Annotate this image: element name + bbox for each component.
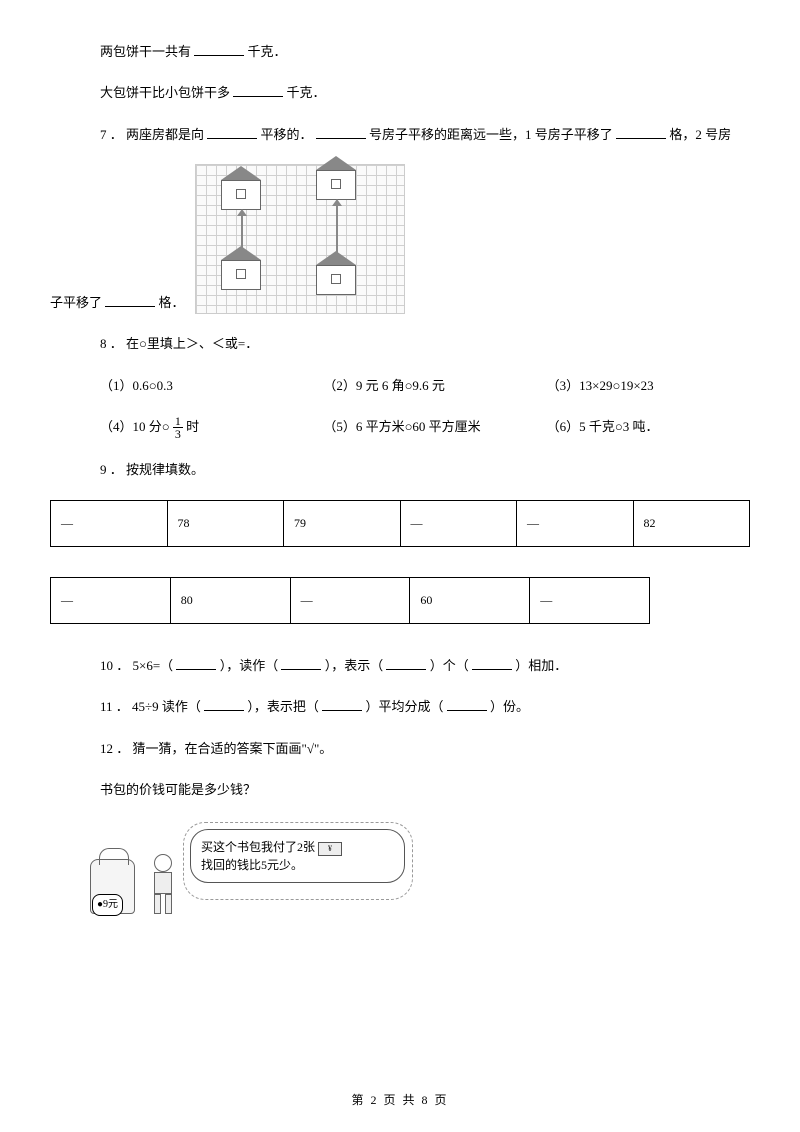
house-2-bottom xyxy=(316,265,356,305)
text: 格． xyxy=(159,295,185,310)
q12-num: 12 ． xyxy=(100,741,129,756)
blank[interactable] xyxy=(447,697,487,711)
blank[interactable] xyxy=(616,125,666,139)
text: ）份。 xyxy=(490,699,529,714)
q8-title: 8 ． 在○里填上＞、＜或=． xyxy=(50,332,750,355)
blank[interactable] xyxy=(207,125,257,139)
cell[interactable]: — xyxy=(530,577,650,623)
q11: 11 ． 45÷9 读作（ ），表示把（ ）平均分成（ ）份。 xyxy=(50,695,750,718)
cell[interactable]: — xyxy=(51,500,168,546)
page-footer: 第 2 页 共 8 页 xyxy=(0,1090,800,1112)
q10: 10 ． 5×6=（ ），读作（ ），表示（ ）个（ ）相加． xyxy=(50,654,750,677)
blank[interactable] xyxy=(204,697,244,711)
q10-num: 10 ． xyxy=(100,658,129,673)
text: 千克． xyxy=(287,85,326,100)
cell: 80 xyxy=(170,577,290,623)
q11-num: 11 ． xyxy=(100,699,129,714)
cell[interactable]: — xyxy=(290,577,410,623)
text: 两包饼干一共有 xyxy=(100,44,191,59)
q12-sub: 书包的价钱可能是多少钱？ xyxy=(50,778,750,801)
boy-icon xyxy=(148,854,178,914)
q8-num: 8 ． xyxy=(100,336,123,351)
blank[interactable] xyxy=(472,656,512,670)
cell[interactable]: — xyxy=(51,577,171,623)
text: 时 xyxy=(186,419,199,434)
q9-table2: — 80 — 60 — xyxy=(50,577,650,624)
text: 格，2 号房 xyxy=(669,127,731,142)
q9-table1: — 78 79 — — 82 xyxy=(50,500,750,547)
bubble-line2: 找回的钱比5元少。 xyxy=(201,858,303,872)
q7-row2: 子平移了 格． xyxy=(50,164,750,314)
house-1-bottom xyxy=(221,260,261,300)
text: 千克． xyxy=(248,44,287,59)
q12-figure: ●9元 买这个书包我付了2张 ¥ 找回的钱比5元少。 xyxy=(90,819,420,914)
fraction-icon: 1 3 xyxy=(173,415,183,440)
text: 两座房都是向 xyxy=(126,127,204,142)
blank[interactable] xyxy=(105,293,155,307)
text: ）平均分成（ xyxy=(365,699,443,714)
q8-4: （4）10 分○ 1 3 时 xyxy=(100,415,303,441)
arrow-up-icon xyxy=(241,215,243,255)
text: 5×6=（ xyxy=(133,658,174,673)
text: 45÷9 读作（ xyxy=(132,699,201,714)
blank[interactable] xyxy=(316,125,366,139)
arrow-up-icon xyxy=(336,205,338,260)
q8-3: （3）13×29○19×23 xyxy=(547,374,750,397)
text: （4）10 分○ xyxy=(100,419,170,434)
q8-6: （6）5 千克○3 吨． xyxy=(547,415,750,441)
text: ）个（ xyxy=(430,658,469,673)
text: 大包饼干比小包饼干多 xyxy=(100,85,230,100)
text: ）相加． xyxy=(515,658,567,673)
q9-title: 9 ． 按规律填数。 xyxy=(50,458,750,481)
blank[interactable] xyxy=(194,42,244,56)
text: 在○里填上＞、＜或=． xyxy=(126,336,258,351)
blank[interactable] xyxy=(233,83,283,97)
text: ），表示（ xyxy=(325,658,384,673)
speech-bubble: 买这个书包我付了2张 ¥ 找回的钱比5元少。 xyxy=(190,829,405,883)
q8-row1: （1）0.6○0.3 （2）9 元 6 角○9.6 元 （3）13×29○19×… xyxy=(50,374,750,397)
text: ），读作（ xyxy=(220,658,279,673)
text: 子平移了 xyxy=(50,295,102,310)
q8-2: （2）9 元 6 角○9.6 元 xyxy=(323,374,526,397)
text: 号房子平移的距离远一些，1 号房子平移了 xyxy=(369,127,613,142)
blank[interactable] xyxy=(386,656,426,670)
banknote-icon: ¥ xyxy=(318,842,342,856)
cell: 82 xyxy=(633,500,750,546)
q7-line1: 7 ． 两座房都是向 平移的． 号房子平移的距离远一些，1 号房子平移了 格，2… xyxy=(50,123,750,146)
blank[interactable] xyxy=(281,656,321,670)
text: ），表示把（ xyxy=(247,699,319,714)
blank[interactable] xyxy=(176,656,216,670)
frac-den: 3 xyxy=(173,428,183,440)
cell[interactable]: — xyxy=(400,500,517,546)
q8-1: （1）0.6○0.3 xyxy=(100,374,303,397)
q9-num: 9 ． xyxy=(100,462,123,477)
cell: 79 xyxy=(284,500,401,546)
text: 猜一猜，在合适的答案下面画"√"。 xyxy=(133,741,333,756)
cell: 78 xyxy=(167,500,284,546)
bubble-line1: 买这个书包我付了2张 xyxy=(201,840,315,854)
price-tag: ●9元 xyxy=(92,894,123,916)
q8-5: （5）6 平方米○60 平方厘米 xyxy=(323,415,526,441)
q7-grid-figure xyxy=(195,164,405,314)
cell: 60 xyxy=(410,577,530,623)
blank[interactable] xyxy=(322,697,362,711)
q7-num: 7 ． xyxy=(100,127,123,142)
cell[interactable]: — xyxy=(517,500,634,546)
q12-title: 12 ． 猜一猜，在合适的答案下面画"√"。 xyxy=(50,737,750,760)
text: 按规律填数。 xyxy=(126,462,204,477)
q-biscuit-total: 两包饼干一共有 千克． xyxy=(50,40,750,63)
q8-row2: （4）10 分○ 1 3 时 （5）6 平方米○60 平方厘米 （6）5 千克○… xyxy=(50,415,750,441)
q-biscuit-diff: 大包饼干比小包饼干多 千克． xyxy=(50,81,750,104)
text: 平移的． xyxy=(261,127,313,142)
